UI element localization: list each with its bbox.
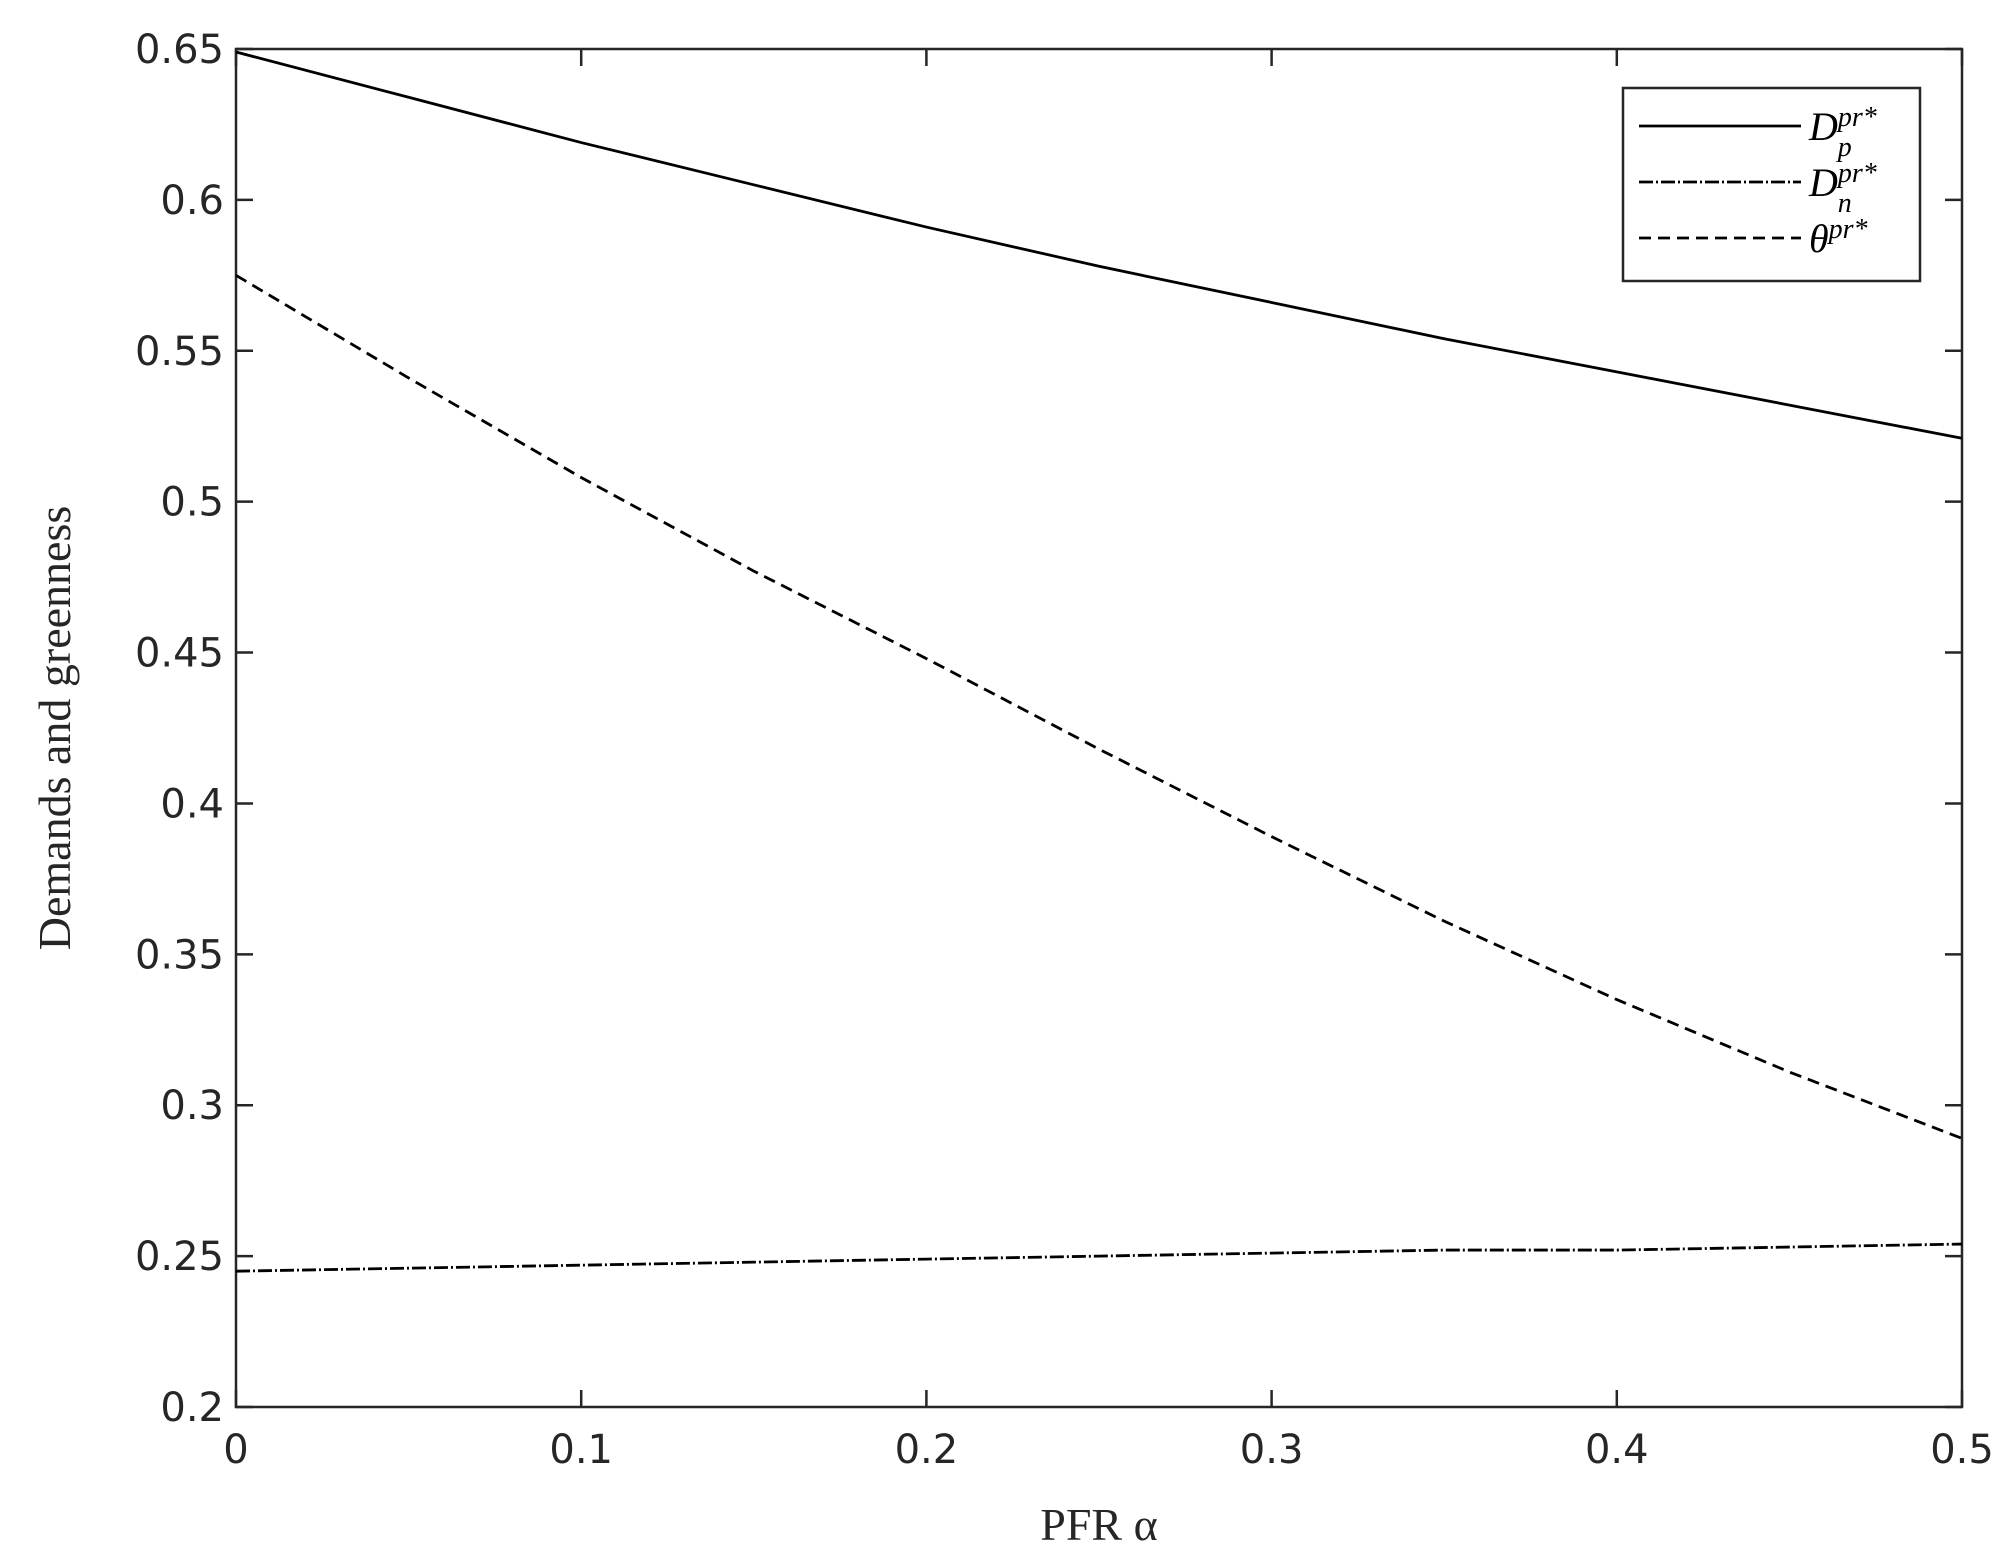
legend-box: [1621, 86, 1922, 283]
y-tick-label: 0.45: [135, 631, 224, 677]
series-line: [235, 50, 1963, 440]
x-axis-label: PFR α: [1040, 1499, 1157, 1550]
x-tick-label: 0.4: [1585, 1427, 1649, 1473]
y-tick-label: 0.5: [160, 480, 224, 526]
legend-label: Dpr* n: [1808, 158, 1877, 219]
x-tick-label: 0: [223, 1427, 248, 1473]
y-tick-label: 0.55: [135, 329, 224, 375]
y-tick-label: 0.2: [160, 1385, 224, 1431]
x-tick-label: 0.2: [895, 1427, 959, 1473]
series-line: [235, 274, 1963, 1140]
plot-frame: [234, 47, 1964, 1409]
y-tick-label: 0.6: [160, 178, 224, 224]
y-tick-label: 0.65: [135, 27, 224, 73]
x-tick-label: 0.3: [1240, 1427, 1304, 1473]
y-tick-label: 0.35: [135, 932, 224, 978]
y-tick-label: 0.4: [160, 781, 224, 827]
x-tick-label: 0.5: [1930, 1427, 1994, 1473]
legend-label: θpr*: [1809, 214, 1868, 261]
y-axis-label: Demands and greenness: [29, 506, 80, 951]
x-tick-label: 0.1: [549, 1427, 613, 1473]
series-line: [235, 1242, 1963, 1273]
legend-label: Dpr* p: [1808, 102, 1877, 163]
y-tick-label: 0.3: [160, 1083, 224, 1129]
y-tick-label: 0.25: [135, 1234, 224, 1280]
